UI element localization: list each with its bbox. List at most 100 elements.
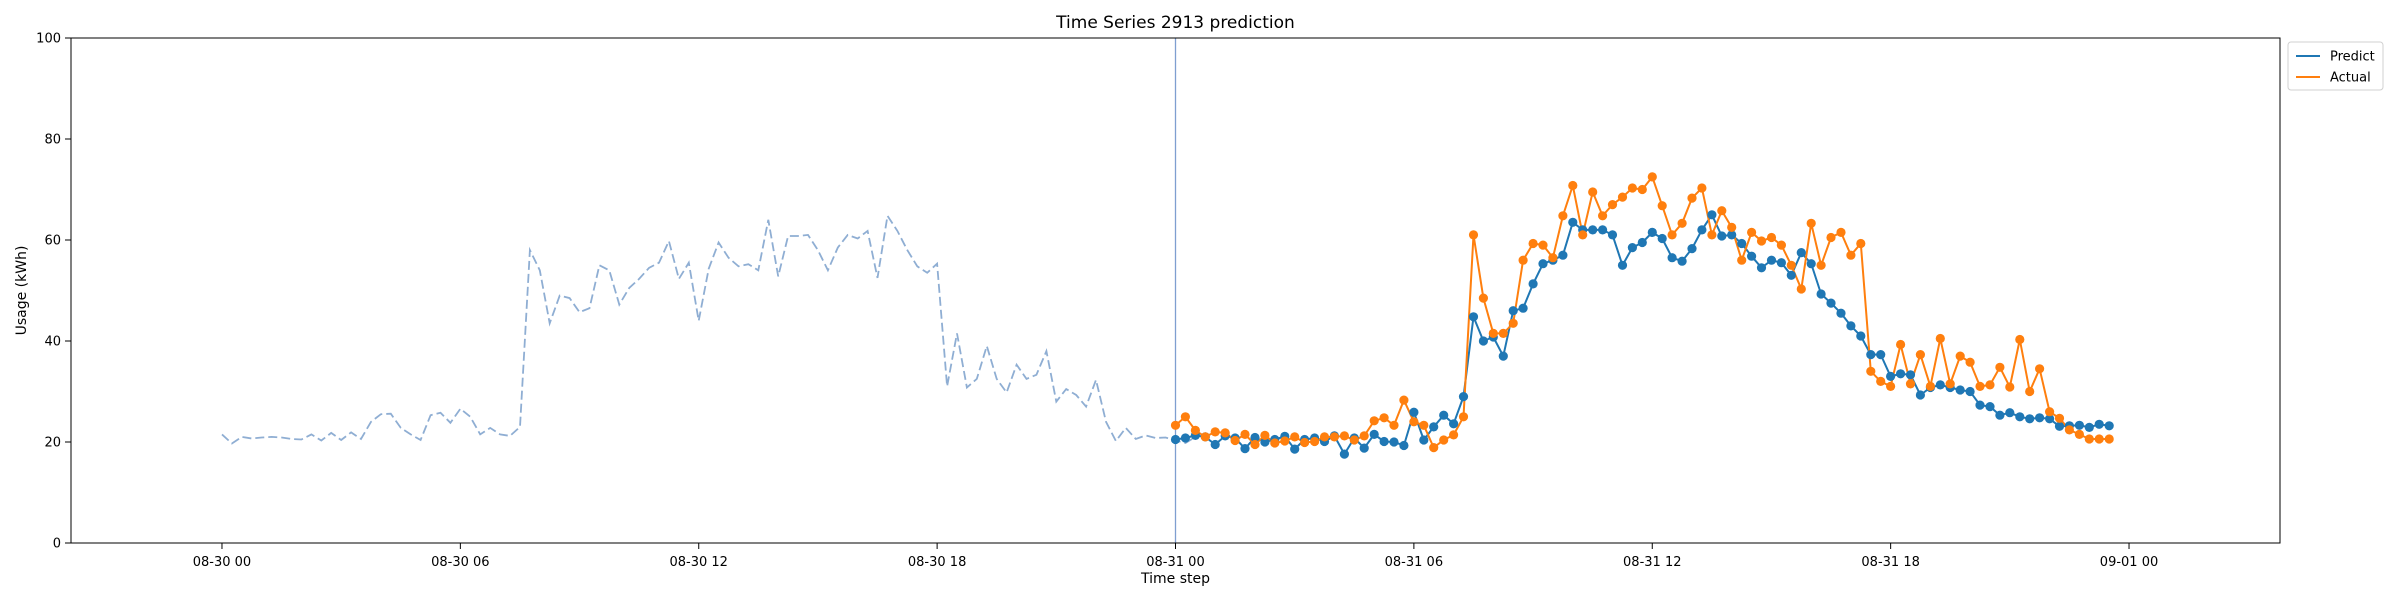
predict-point	[1707, 210, 1717, 220]
actual-point	[1180, 412, 1190, 422]
y-tick-label: 100	[36, 32, 61, 47]
actual-point	[2054, 413, 2065, 423]
actual-point	[1449, 430, 1459, 440]
actual-point	[1429, 443, 1439, 453]
actual-point	[1349, 435, 1359, 445]
actual-point	[1170, 420, 1181, 430]
actual-point	[1617, 192, 1628, 202]
actual-point	[1945, 379, 1955, 389]
predict-point	[1915, 390, 1925, 400]
actual-point	[1478, 293, 1488, 303]
predict-point	[1399, 440, 1409, 451]
predict-point	[1598, 225, 1608, 235]
y-tick-label: 40	[44, 335, 61, 350]
actual-point	[1578, 230, 1588, 240]
predict-point	[1458, 392, 1469, 402]
predict-point	[1290, 444, 1300, 454]
actual-point	[1588, 187, 1598, 197]
legend: Predict Actual	[2287, 41, 2384, 91]
actual-point	[1548, 253, 1558, 263]
actual-point	[1598, 211, 1608, 221]
predict-point	[1866, 350, 1876, 360]
chart-title: Time Series 2913 prediction	[1055, 13, 1295, 33]
actual-point	[2074, 429, 2084, 439]
actual-point	[2094, 434, 2104, 444]
actual-point	[1647, 172, 1657, 182]
predict-point	[1627, 243, 1637, 253]
actual-point	[2045, 407, 2055, 417]
actual-point	[1359, 431, 1369, 441]
actual-point	[1786, 260, 1796, 270]
predict-point	[1588, 225, 1598, 235]
predict-point	[1478, 336, 1488, 346]
predict-point	[2084, 422, 2094, 432]
actual-point	[1965, 357, 1975, 367]
actual-point	[1339, 431, 1349, 441]
actual-point	[1389, 420, 1399, 430]
history-line	[221, 213, 1196, 445]
predict-point	[1856, 331, 1866, 341]
actual-point	[1856, 238, 1866, 249]
actual-point	[1290, 432, 1300, 442]
predict-point	[1717, 231, 1727, 241]
predict-point	[1697, 225, 1707, 235]
predict-point	[1776, 258, 1786, 268]
y-tick-label: 20	[44, 436, 61, 451]
predict-point	[1508, 306, 1518, 316]
actual-point	[1737, 255, 1747, 265]
actual-point	[1766, 232, 1777, 243]
predict-point	[1339, 449, 1349, 459]
actual-point	[1568, 180, 1578, 191]
actual-point	[1607, 200, 1618, 210]
x-tick-label: 08-31 12	[1623, 555, 1681, 570]
predict-point	[1250, 432, 1260, 443]
predict-point	[1975, 400, 1985, 410]
actual-point	[1310, 436, 1320, 447]
predict-point	[1449, 419, 1459, 429]
predict-point	[2074, 420, 2084, 430]
actual-point	[1677, 218, 1687, 228]
actual-point	[1300, 437, 1310, 448]
actual-point	[1896, 339, 1906, 350]
actual-point	[1816, 260, 1826, 270]
actual-point	[1717, 206, 1727, 216]
actual-markers	[1170, 172, 2114, 453]
actual-point	[1806, 218, 1816, 228]
actual-point	[2104, 434, 2114, 444]
predict-point	[2045, 414, 2055, 424]
predict-point	[1518, 303, 1528, 313]
predict-point	[2005, 408, 2015, 418]
y-tick-label: 0	[53, 537, 61, 552]
actual-point	[2035, 364, 2045, 374]
actual-point	[1955, 351, 1965, 361]
actual-point	[1280, 436, 1290, 446]
predict-point	[1677, 256, 1687, 266]
actual-point	[1836, 227, 1846, 237]
predict-point	[1558, 250, 1568, 260]
predict-point	[1647, 227, 1657, 237]
predict-point	[1439, 410, 1449, 420]
predict-point	[1538, 259, 1548, 269]
actual-point	[1846, 250, 1856, 260]
actual-point	[1538, 240, 1548, 250]
actual-point	[1687, 193, 1697, 203]
actual-point	[1985, 380, 1995, 390]
predict-point	[1806, 259, 1816, 269]
actual-point	[1210, 427, 1220, 437]
predict-point	[1896, 369, 1906, 379]
actual-point	[1866, 366, 1876, 376]
x-tick-label: 08-31 18	[1861, 555, 1919, 570]
x-tick-label: 08-31 06	[1385, 555, 1443, 570]
actual-point	[1528, 238, 1538, 249]
actual-point	[2025, 386, 2035, 397]
predict-point	[1369, 429, 1379, 439]
predict-point	[1429, 422, 1439, 432]
actual-point	[1657, 201, 1667, 211]
actual-point	[1488, 328, 1498, 338]
predict-point	[1210, 439, 1220, 450]
actual-point	[1627, 183, 1637, 193]
actual-point	[1369, 416, 1379, 426]
actual-point	[1727, 222, 1737, 232]
predict-point	[1180, 433, 1190, 443]
